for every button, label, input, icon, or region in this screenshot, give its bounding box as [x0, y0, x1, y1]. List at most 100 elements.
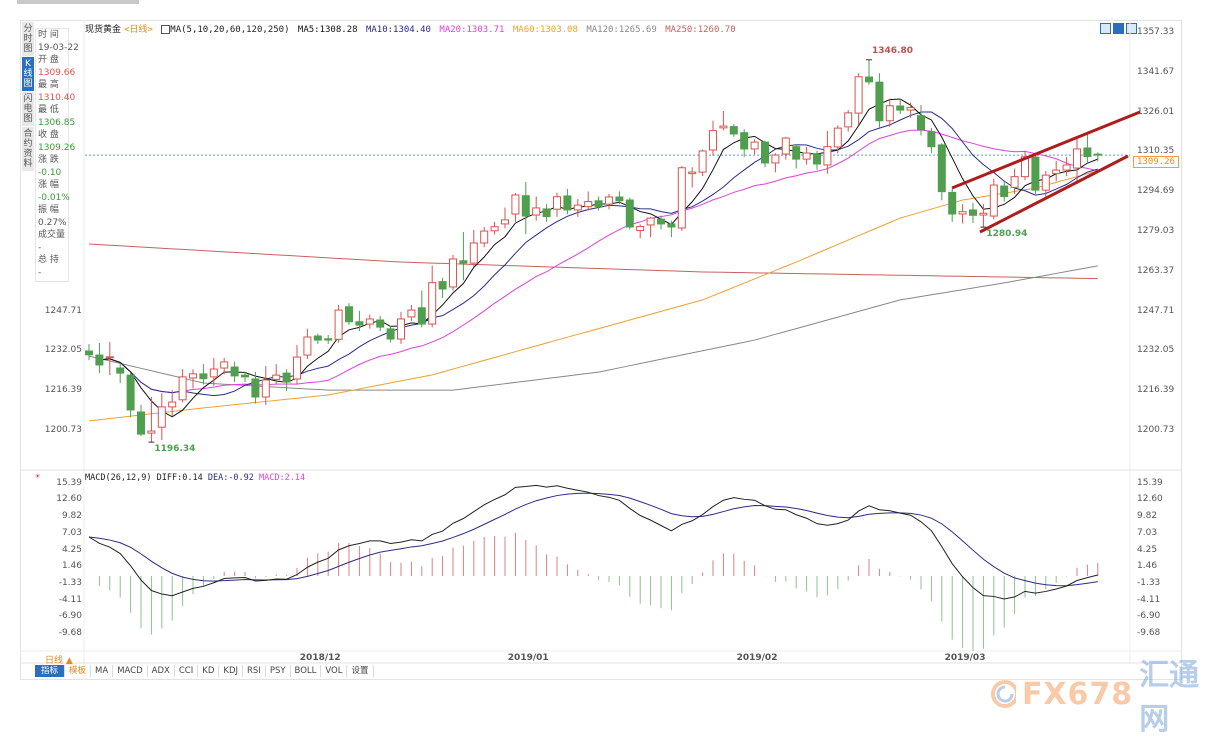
macd-left-axis-label: -9.68 [58, 628, 82, 639]
fx678-logo-icon [991, 680, 1016, 708]
extreme-price-label: 1196.34 [154, 444, 196, 455]
indicator-tab[interactable]: 设置 [347, 665, 374, 677]
candle-body [1021, 156, 1029, 178]
indicator-tab[interactable]: BOLL [291, 665, 322, 677]
indicator-tab[interactable]: VOL [321, 665, 348, 677]
price-axis-label: 1263.37 [1137, 265, 1175, 276]
candle-body [584, 201, 593, 208]
candle-down [563, 188, 572, 215]
candle-up [1062, 157, 1071, 177]
current-price-marker: 1309.26 [1133, 156, 1179, 168]
candle-down [251, 371, 260, 404]
price-axis-label: 1216.39 [1137, 385, 1175, 396]
tab-kline[interactable]: K线图 [22, 57, 34, 91]
indicator-tab[interactable]: 模板 [65, 665, 92, 677]
candle-body [667, 223, 676, 228]
tab-contract-info[interactable]: 合约资料 [22, 127, 34, 171]
tab-flash[interactable]: 闪电图 [22, 92, 34, 126]
candle-body [865, 76, 873, 83]
macd-axis-label: 4.25 [1137, 544, 1158, 555]
macd-title: MACD(26,12,9) [85, 473, 152, 483]
candle-up [636, 224, 645, 239]
candle-body [386, 328, 395, 340]
zoom-in-icon[interactable] [1100, 23, 1111, 34]
ma5-line [99, 98, 1098, 418]
candle-up [844, 110, 853, 132]
candle-down [417, 290, 426, 328]
candle-up [698, 149, 707, 177]
candle-body [625, 199, 634, 228]
candle-up [958, 204, 967, 224]
candle-body [189, 373, 197, 379]
scroll-right-icon[interactable] [1126, 23, 1137, 34]
candle-down [657, 215, 665, 230]
indicator-tab[interactable]: KD [198, 665, 220, 677]
chart-canvas[interactable] [0, 0, 1217, 706]
candle-down [116, 362, 125, 384]
candle-up [1073, 137, 1081, 184]
candle-body [241, 374, 249, 378]
candle-up [1021, 150, 1029, 180]
dea-line [88, 492, 1098, 587]
macd-left-axis-label: 1.46 [61, 561, 82, 572]
candle-down [1083, 132, 1092, 163]
candle-up [501, 207, 509, 229]
indicator-tab[interactable]: RSI [243, 665, 266, 677]
candle-body [85, 350, 93, 356]
candle-up [105, 342, 114, 376]
candle-up [584, 191, 593, 211]
candle-body [199, 373, 208, 380]
period-selector[interactable]: 日线 ▲ [45, 656, 73, 666]
candle-up [719, 111, 728, 131]
candle-body [771, 154, 780, 164]
candle-body [813, 153, 821, 165]
macd-left-axis-label: 4.25 [61, 544, 82, 555]
candle-body [1052, 169, 1061, 175]
macd-settings-icon[interactable]: ☀ [35, 472, 41, 482]
macd-axis-label: -1.33 [1137, 577, 1161, 588]
candle-body [969, 209, 977, 216]
candle-body [573, 204, 582, 211]
candle-body [532, 207, 541, 216]
price-axis-label: 1357.33 [1137, 27, 1175, 37]
candle-body [823, 146, 832, 166]
indicator-tab[interactable]: MA [91, 665, 114, 677]
macd-value: MACD:2.14 [259, 473, 306, 483]
indicator-tab[interactable]: ADX [148, 665, 175, 677]
candle-body [553, 196, 561, 210]
period-label[interactable]: <日线> [124, 25, 153, 35]
indicator-tab[interactable]: MACD [113, 665, 148, 677]
indicator-tab[interactable]: PSY [266, 665, 291, 677]
candle-down [948, 188, 957, 222]
candle-up [469, 230, 478, 267]
watermark-logo: FX678 汇通网 [990, 650, 1217, 738]
candle-body [428, 282, 437, 325]
info-label: 最 低 [38, 105, 59, 115]
candle-body [948, 191, 957, 215]
candle-body [209, 368, 218, 378]
candle-up [480, 226, 489, 248]
macd-left-axis-label: -4.11 [58, 594, 82, 605]
info-value: 0.27% [38, 217, 67, 228]
left-price-axis-label: 1232.05 [44, 345, 82, 356]
ma-settings-icon[interactable] [161, 25, 171, 34]
candle-down [386, 326, 395, 343]
candle-up [833, 125, 842, 154]
ma5-value: MA5:1308.28 [297, 25, 358, 35]
candle-body [761, 141, 769, 164]
indicator-tab[interactable]: 指标 [35, 665, 66, 677]
price-axis-label: 1232.05 [1137, 345, 1175, 356]
ma-params: MA(5,10,20,60,120,250) [170, 25, 290, 35]
zoom-out-icon[interactable] [1113, 23, 1124, 34]
tab-timeshare[interactable]: 分时图 [22, 22, 34, 56]
info-value: 1309.26 [38, 142, 76, 153]
candle-down [230, 361, 239, 382]
extreme-price-label: 1346.80 [872, 45, 913, 56]
price-axis-label: 1310.35 [1137, 146, 1175, 157]
indicator-tab[interactable]: KDJ [219, 665, 244, 677]
candle-body [355, 321, 364, 326]
top-scrollbar[interactable] [17, 0, 139, 4]
candle-body [833, 127, 842, 148]
indicator-tab[interactable]: CCI [175, 665, 199, 677]
candle-body [334, 309, 343, 340]
